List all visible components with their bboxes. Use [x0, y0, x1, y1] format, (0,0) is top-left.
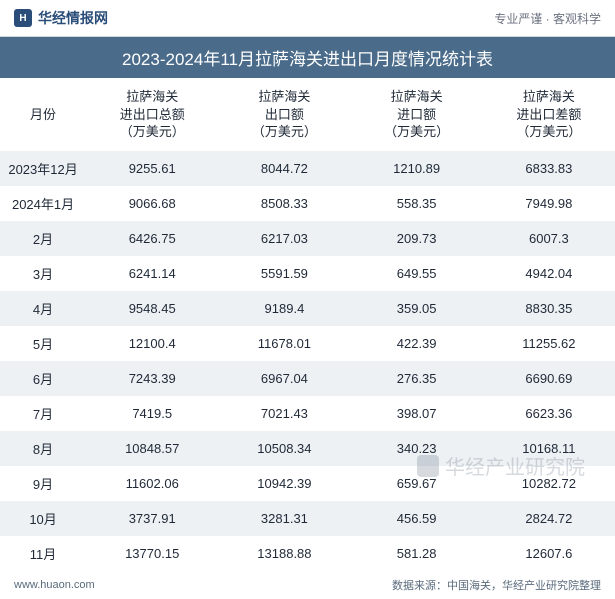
table-row: 5月12100.411678.01422.3911255.62 — [0, 326, 615, 361]
cell-value: 13188.88 — [218, 536, 350, 571]
table-header-row: 月份 拉萨海关进出口总额（万美元） 拉萨海关出口额（万美元） 拉萨海关进口额（万… — [0, 78, 615, 151]
header-bar: H 华经情报网 专业严谨 · 客观科学 — [0, 0, 615, 37]
cell-month: 6月 — [0, 361, 86, 396]
col-header-total: 拉萨海关进出口总额（万美元） — [86, 78, 218, 151]
cell-value: 6217.03 — [218, 221, 350, 256]
cell-value: 5591.59 — [218, 256, 350, 291]
cell-value: 359.05 — [351, 291, 483, 326]
table-row: 4月9548.459189.4359.058830.35 — [0, 291, 615, 326]
cell-value: 11602.06 — [86, 466, 218, 501]
table-row: 3月6241.145591.59649.554942.04 — [0, 256, 615, 291]
cell-value: 340.23 — [351, 431, 483, 466]
cell-value: 7949.98 — [483, 186, 615, 221]
table-row: 2024年1月9066.688508.33558.357949.98 — [0, 186, 615, 221]
cell-value: 581.28 — [351, 536, 483, 571]
cell-month: 5月 — [0, 326, 86, 361]
cell-value: 9189.4 — [218, 291, 350, 326]
cell-value: 13770.15 — [86, 536, 218, 571]
table-row: 9月11602.0610942.39659.6710282.72 — [0, 466, 615, 501]
cell-value: 10508.34 — [218, 431, 350, 466]
cell-value: 10168.11 — [483, 431, 615, 466]
cell-month: 2024年1月 — [0, 186, 86, 221]
col-header-import: 拉萨海关进口额（万美元） — [351, 78, 483, 151]
cell-value: 9548.45 — [86, 291, 218, 326]
cell-value: 209.73 — [351, 221, 483, 256]
cell-value: 8044.72 — [218, 151, 350, 186]
table-row: 11月13770.1513188.88581.2812607.6 — [0, 536, 615, 571]
cell-value: 456.59 — [351, 501, 483, 536]
cell-month: 2月 — [0, 221, 86, 256]
cell-month: 3月 — [0, 256, 86, 291]
cell-month: 8月 — [0, 431, 86, 466]
table-row: 8月10848.5710508.34340.2310168.11 — [0, 431, 615, 466]
cell-value: 6833.83 — [483, 151, 615, 186]
stats-table: 月份 拉萨海关进出口总额（万美元） 拉萨海关出口额（万美元） 拉萨海关进口额（万… — [0, 78, 615, 571]
cell-value: 9255.61 — [86, 151, 218, 186]
cell-value: 6967.04 — [218, 361, 350, 396]
cell-value: 1210.89 — [351, 151, 483, 186]
cell-value: 6241.14 — [86, 256, 218, 291]
cell-value: 276.35 — [351, 361, 483, 396]
cell-value: 10282.72 — [483, 466, 615, 501]
cell-value: 7021.43 — [218, 396, 350, 431]
cell-value: 558.35 — [351, 186, 483, 221]
cell-value: 6007.3 — [483, 221, 615, 256]
cell-value: 3737.91 — [86, 501, 218, 536]
cell-month: 2023年12月 — [0, 151, 86, 186]
table-row: 6月7243.396967.04276.356690.69 — [0, 361, 615, 396]
table-title: 2023-2024年11月拉萨海关进出口月度情况统计表 — [0, 37, 615, 78]
cell-value: 7419.5 — [86, 396, 218, 431]
cell-month: 7月 — [0, 396, 86, 431]
brand-text: 华经情报网 — [38, 8, 108, 28]
cell-value: 10942.39 — [218, 466, 350, 501]
cell-value: 12100.4 — [86, 326, 218, 361]
cell-value: 649.55 — [351, 256, 483, 291]
table-row: 2023年12月9255.618044.721210.896833.83 — [0, 151, 615, 186]
cell-month: 10月 — [0, 501, 86, 536]
table-row: 2月6426.756217.03209.736007.3 — [0, 221, 615, 256]
cell-value: 6690.69 — [483, 361, 615, 396]
cell-value: 12607.6 — [483, 536, 615, 571]
logo-icon: H — [14, 9, 32, 27]
col-header-month: 月份 — [0, 78, 86, 151]
cell-value: 9066.68 — [86, 186, 218, 221]
cell-value: 398.07 — [351, 396, 483, 431]
footer-source: 数据来源：中国海关，华经产业研究院整理 — [392, 577, 601, 593]
cell-value: 11255.62 — [483, 326, 615, 361]
col-header-export: 拉萨海关出口额（万美元） — [218, 78, 350, 151]
table-row: 7月7419.57021.43398.076623.36 — [0, 396, 615, 431]
cell-value: 3281.31 — [218, 501, 350, 536]
cell-value: 2824.72 — [483, 501, 615, 536]
cell-value: 8830.35 — [483, 291, 615, 326]
table-row: 10月3737.913281.31456.592824.72 — [0, 501, 615, 536]
cell-value: 7243.39 — [86, 361, 218, 396]
logo-area: H 华经情报网 — [14, 8, 108, 28]
cell-value: 422.39 — [351, 326, 483, 361]
cell-month: 11月 — [0, 536, 86, 571]
cell-month: 9月 — [0, 466, 86, 501]
footer-bar: www.huaon.com 数据来源：中国海关，华经产业研究院整理 — [0, 571, 615, 599]
col-header-diff: 拉萨海关进出口差额（万美元） — [483, 78, 615, 151]
table-body: 2023年12月9255.618044.721210.896833.832024… — [0, 151, 615, 571]
cell-value: 11678.01 — [218, 326, 350, 361]
cell-value: 10848.57 — [86, 431, 218, 466]
cell-value: 4942.04 — [483, 256, 615, 291]
cell-month: 4月 — [0, 291, 86, 326]
cell-value: 6426.75 — [86, 221, 218, 256]
cell-value: 6623.36 — [483, 396, 615, 431]
tagline: 专业严谨 · 客观科学 — [494, 10, 601, 27]
cell-value: 659.67 — [351, 466, 483, 501]
footer-site: www.huaon.com — [14, 579, 95, 591]
cell-value: 8508.33 — [218, 186, 350, 221]
